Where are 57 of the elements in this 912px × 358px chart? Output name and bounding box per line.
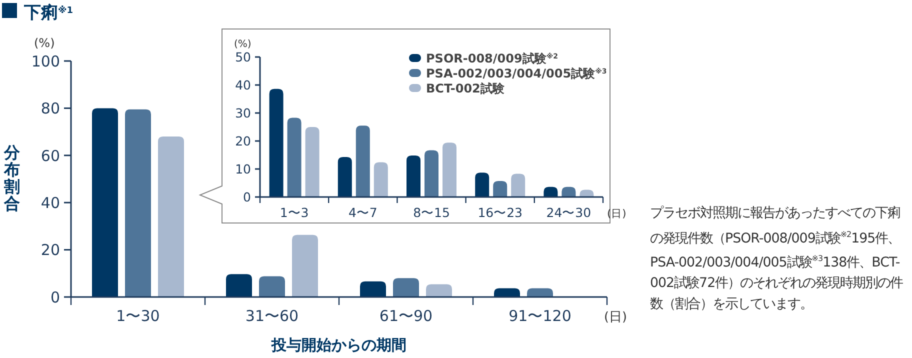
bar <box>338 156 352 197</box>
legend-label: BCT-002試験 <box>426 82 506 96</box>
bar <box>424 150 438 197</box>
bar <box>125 109 151 297</box>
x-tick-label: 1〜30 <box>116 307 160 325</box>
bar <box>292 234 318 297</box>
bar <box>442 142 456 197</box>
y-tick-label: 80 <box>40 100 60 118</box>
bar <box>305 127 320 197</box>
bar <box>259 276 285 297</box>
bar <box>287 118 302 197</box>
bar <box>158 136 184 297</box>
x-tick-label: 61〜90 <box>379 307 433 325</box>
y-tick-label: 100 <box>31 52 60 70</box>
bar <box>493 181 508 197</box>
y-tick-label: 40 <box>40 194 60 212</box>
annotation: (日) <box>607 207 626 220</box>
x-tick-label: 31〜60 <box>245 307 299 325</box>
bar <box>562 186 576 197</box>
bar <box>406 156 420 197</box>
y-tick-label: 0 <box>243 190 252 204</box>
bar <box>269 88 284 197</box>
y-tick-label: 40 <box>235 78 252 92</box>
bar <box>393 278 419 297</box>
text: (%) <box>34 36 55 50</box>
x-axis-title: 投与開始からの期間 <box>270 336 406 354</box>
bar <box>92 108 118 297</box>
legend-label: PSA-002/003/004/005試験$^{※3}$ <box>426 66 607 80</box>
y-tick-label: 60 <box>40 146 60 165</box>
y-tick-label: 0 <box>50 288 60 306</box>
bar <box>527 288 553 297</box>
text: プラセボ対照期に報告があったすべての下痢の発現件数（PSOR-008/009試験$^{※2}$195件、PSA-002/003/004/005試験$^{※3}$138件、BCT-002試験72件）のそれぞれの発現時期別の件数（割合）を示しています。 <box>650 206 903 312</box>
chart-title: 下痢$^{※1}$ <box>23 3 74 23</box>
y-tick-label: 20 <box>235 134 252 148</box>
y-tick-label: 20 <box>40 241 60 260</box>
y-tick-label: 10 <box>235 162 252 176</box>
x-tick-label: 1〜3 <box>280 205 309 220</box>
bar <box>544 186 558 197</box>
bar <box>356 126 370 197</box>
y-tick-label: 50 <box>235 50 252 64</box>
x-tick-label: 24〜30 <box>546 205 592 220</box>
legend-label: PSOR-008/009試験$^{※2}$ <box>426 52 558 66</box>
bar <box>360 281 386 297</box>
y-tick-label: 30 <box>235 106 252 120</box>
bar <box>374 162 388 197</box>
x-tick-label: 91〜120 <box>508 307 572 325</box>
bar <box>494 288 520 297</box>
x-tick-label: 4〜7 <box>348 205 378 220</box>
x-tick-label: 8〜15 <box>413 205 450 220</box>
text: (%) <box>234 39 252 50</box>
bar <box>511 174 526 197</box>
y-axis-title: 分布割合 <box>3 143 21 213</box>
x-tick-label: 16〜23 <box>478 205 523 220</box>
bar <box>426 284 452 297</box>
text: (日) <box>604 310 627 325</box>
bar <box>226 274 252 297</box>
bar <box>475 172 490 197</box>
